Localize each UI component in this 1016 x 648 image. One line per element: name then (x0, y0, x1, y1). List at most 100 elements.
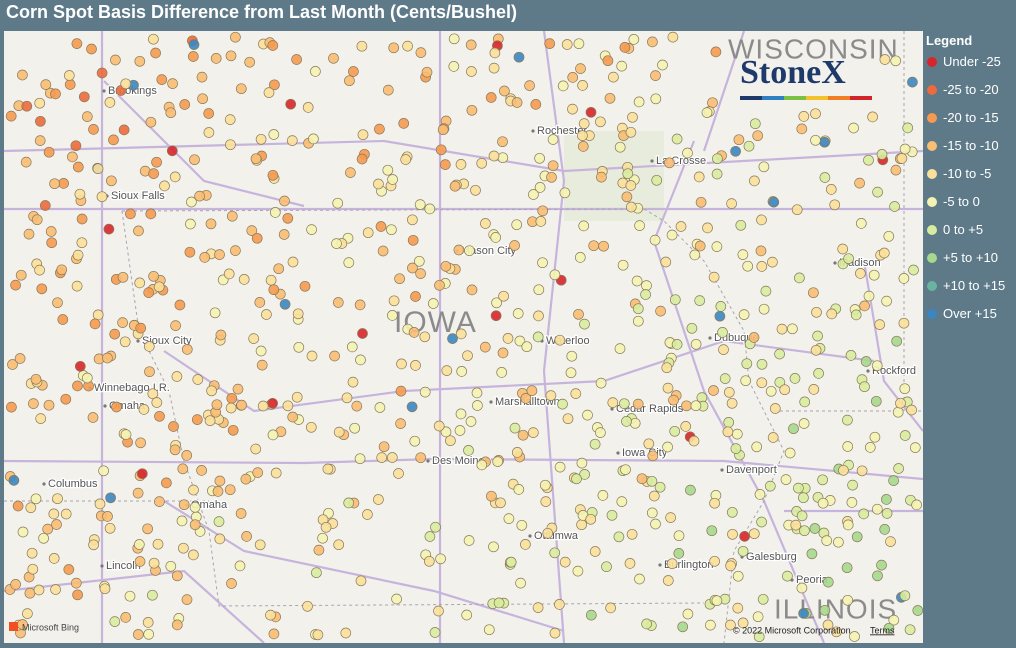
location-dot (246, 225, 258, 236)
location-dot (722, 426, 734, 438)
location-dot (179, 99, 191, 110)
location-dot (292, 308, 304, 320)
location-dot (514, 335, 526, 347)
location-dot (435, 144, 447, 156)
location-dot (465, 416, 477, 427)
location-dot (682, 147, 693, 159)
logo-bar (850, 96, 872, 100)
city-marker (833, 261, 837, 265)
location-dot (313, 544, 325, 556)
location-dot (737, 617, 749, 629)
location-dot (502, 333, 514, 344)
location-dot (244, 56, 256, 68)
location-dot (898, 317, 910, 329)
location-dot (490, 232, 502, 243)
location-dot (267, 40, 279, 51)
location-dot (572, 565, 584, 577)
location-dot (302, 102, 314, 113)
location-dot (708, 385, 719, 396)
location-dot (625, 126, 637, 138)
location-dot (640, 289, 651, 300)
location-dot (225, 139, 236, 151)
location-dot (532, 331, 544, 343)
location-dot (212, 486, 224, 497)
location-dot (223, 268, 235, 280)
location-dot (829, 199, 841, 211)
location-dot (395, 385, 407, 397)
location-dot (43, 399, 55, 411)
location-dot (181, 594, 193, 605)
location-dot (879, 54, 891, 65)
location-dot (63, 70, 75, 81)
location-dot (108, 134, 119, 146)
location-dot (545, 390, 557, 401)
location-dot (419, 386, 431, 398)
location-dot (701, 107, 713, 118)
location-dot (694, 295, 706, 306)
location-dot (211, 399, 223, 411)
legend: Legend Under -25 -25 to -20 -20 to -15 -15 … (925, 31, 1016, 334)
location-dot (407, 214, 418, 226)
location-dot (758, 161, 770, 173)
legend-item: -5 to 0 (925, 194, 1016, 222)
city-marker (103, 404, 107, 408)
city-marker (489, 400, 493, 404)
location-dot (546, 171, 557, 183)
location-dot (868, 269, 880, 281)
location-dot (618, 398, 630, 410)
location-dot (332, 297, 344, 308)
location-dot (70, 140, 82, 152)
location-dot (265, 609, 276, 621)
location-dot (196, 71, 208, 83)
location-dot (10, 579, 21, 590)
attribution-terms[interactable]: Terms (870, 625, 895, 635)
location-dot (185, 218, 196, 230)
location-dot (497, 347, 509, 359)
location-dot (516, 519, 528, 531)
location-dot (415, 268, 426, 279)
location-dot (534, 182, 546, 193)
location-dot (23, 228, 35, 240)
location-dot (263, 87, 275, 98)
location-dot (634, 573, 645, 585)
location-dot (711, 595, 723, 607)
location-dot (291, 54, 302, 65)
location-dot (730, 443, 742, 454)
location-dot (535, 216, 547, 227)
location-dot (723, 417, 735, 428)
location-dot (189, 519, 201, 531)
legend-title: Legend (926, 33, 973, 48)
location-dot (863, 154, 874, 166)
city-marker (102, 89, 106, 93)
location-dot (488, 150, 500, 162)
location-dot (445, 435, 456, 447)
location-dot (105, 492, 116, 504)
location-dot (21, 100, 33, 112)
location-dot (34, 264, 45, 276)
location-dot (343, 497, 355, 509)
location-dot (176, 515, 188, 527)
legend-label: -5 to 0 (943, 194, 980, 209)
location-dot (24, 587, 36, 599)
location-dot (647, 450, 659, 462)
location-dot (899, 143, 911, 155)
location-dot (732, 602, 744, 614)
location-dot (573, 38, 585, 50)
location-dot (709, 497, 720, 509)
location-dot (627, 111, 638, 123)
location-dot (166, 145, 178, 157)
location-dot (464, 245, 475, 257)
location-dot (764, 480, 776, 492)
location-dot (799, 525, 810, 537)
location-dot (273, 263, 285, 275)
location-dot (287, 411, 299, 423)
location-dot (619, 42, 631, 53)
city-label: Waterloo (546, 335, 590, 347)
location-dot (810, 344, 822, 356)
location-dot (135, 322, 147, 334)
location-dot (554, 334, 566, 346)
location-dot (191, 414, 203, 425)
location-dot (72, 249, 84, 261)
location-dot (768, 196, 780, 208)
location-dot (181, 450, 193, 461)
